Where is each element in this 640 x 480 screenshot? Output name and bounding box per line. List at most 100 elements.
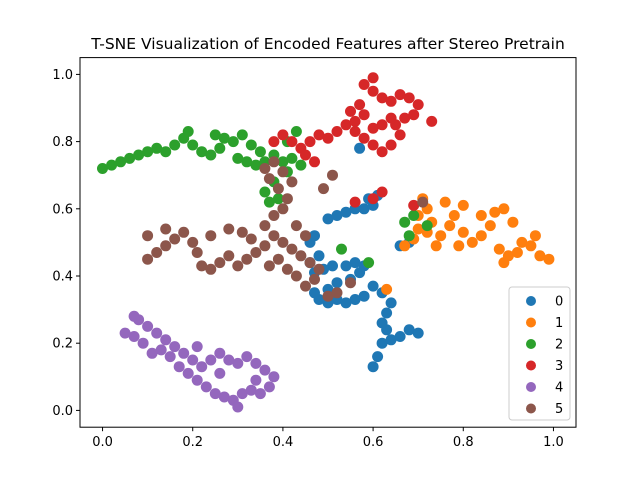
series-0-point-12 [367,280,379,292]
series-1-point-23 [498,203,510,215]
series-4-point-5 [164,351,176,363]
series-5-point-17 [286,243,298,255]
series-1-point-19 [534,250,546,262]
series-2-point-32 [182,126,194,137]
series-5-point-22 [300,280,311,292]
series-3-point-17 [408,109,420,121]
series-5-point-46 [331,287,343,299]
series-2-point-31 [272,193,284,205]
series-5-point-39 [160,223,172,235]
series-2-point-15 [227,136,239,148]
series-5-point-4 [178,226,190,238]
series-5-point-24 [281,263,293,275]
x-tick-label-5: 1.0 [543,435,564,450]
series-3-point-24 [358,79,370,90]
x-tick-label-0: 0.0 [92,435,113,450]
chart-title: T-SNE Visualization of Encoded Features … [90,35,565,53]
series-1-point-22 [507,216,519,228]
series-5 [142,156,429,302]
series-5-point-14 [259,240,271,252]
series-3-point-33 [300,149,311,161]
y-tick-label-3: 0.6 [52,202,73,217]
series-4 [119,310,280,413]
series-3-point-14 [394,129,406,141]
series-3-point-16 [399,112,411,124]
series-1-point-17 [516,236,528,248]
legend-marker-4 [526,382,536,392]
series-0-point-42 [354,142,366,154]
legend-label-3: 3 [555,359,563,374]
legend-box [508,286,571,421]
series-4-point-20 [241,351,253,363]
series-3-point-36 [367,193,379,205]
series-1-point-6 [444,220,456,232]
series-3-point-35 [349,196,361,208]
series-0-point-13 [358,290,370,302]
series-1-point-26 [439,196,451,208]
series-5-point-5 [187,236,199,248]
series-1-point-29 [430,240,442,252]
series-0-point-19 [309,287,320,299]
series-1-point-18 [525,240,537,252]
series-5-point-41 [205,230,217,242]
x-tick-label-2: 0.4 [273,435,294,450]
series-0-point-38 [358,203,370,215]
series-0-point-31 [313,250,325,262]
y-tick-label-4: 0.8 [52,135,73,150]
series-3-point-38 [408,199,420,211]
series-2-point-6 [151,142,163,154]
series-2-point-36 [336,243,347,255]
y-tick-label-2: 0.4 [52,270,73,285]
series-3-point-30 [376,119,388,131]
series-3-point-22 [376,92,388,104]
series-5-point-3 [169,233,181,245]
series-2-point-1 [106,159,118,171]
series-5-point-2 [160,240,172,252]
series-4-point-2 [137,337,149,349]
series-5-point-44 [245,233,257,245]
series-3-point-19 [403,92,415,104]
series-2-point-4 [133,149,145,161]
series-2-point-25 [286,152,298,164]
series-1-point-10 [475,230,487,242]
series-3-point-8 [340,119,352,131]
series-3-point-23 [367,85,379,97]
series-4-point-23 [214,347,226,359]
series-4-point-14 [245,384,257,396]
series-1-point-24 [475,210,487,221]
series-3-point-7 [331,126,343,137]
series-3-point-2 [286,136,298,148]
series-5-point-16 [277,236,289,248]
x-tick-label-1: 0.2 [182,435,203,450]
series-4-point-27 [178,347,190,359]
series-0-point-9 [381,307,393,319]
series-1-point-15 [502,250,514,262]
series-5-point-31 [272,183,284,195]
series-4-point-30 [151,327,163,339]
series-5-point-45 [322,290,334,302]
y-tick-label-5: 1.0 [52,68,73,83]
legend-label-2: 2 [555,338,563,353]
series-4-point-36 [214,367,226,379]
series-5-point-12 [241,253,253,265]
points-layer [97,72,555,413]
series-4-point-25 [196,361,208,373]
series-5-point-35 [277,166,289,178]
x-tick-label-3: 0.6 [363,435,384,450]
y-tick-label-0: 0.0 [52,404,73,419]
series-4-point-8 [191,374,203,386]
series-5-point-47 [318,183,329,195]
series-0-point-10 [385,297,397,309]
series-3-point-20 [394,89,406,101]
series-0-point-35 [331,210,343,221]
y-tick-label-1: 0.2 [52,337,73,352]
series-1 [381,193,555,295]
series-0-point-25 [349,257,361,269]
legend-marker-3 [526,360,536,371]
series-4-point-4 [155,344,167,356]
series-5-point-36 [286,176,298,188]
series-2-point-35 [290,126,302,137]
legend-marker-0 [526,296,536,306]
series-4-point-9 [200,381,212,393]
series-0 [304,142,424,373]
